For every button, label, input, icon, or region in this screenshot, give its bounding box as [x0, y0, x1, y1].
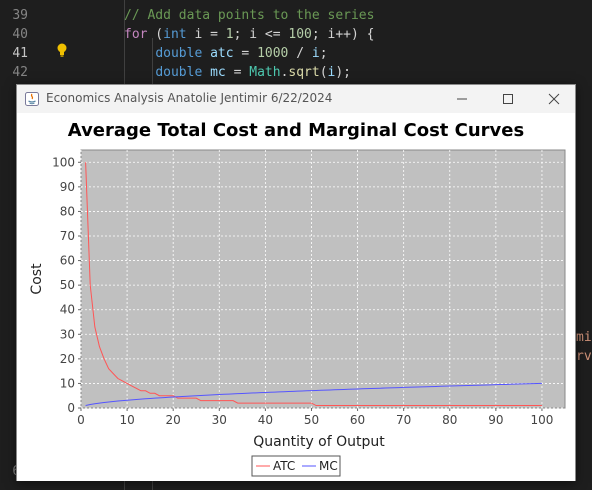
y-tick-label: 80 [60, 204, 75, 218]
y-tick-label: 20 [60, 352, 75, 366]
y-tick-label: 60 [60, 254, 75, 268]
x-tick-label: 10 [119, 413, 134, 427]
minimize-button[interactable] [439, 85, 485, 113]
line-number: 41 [12, 46, 28, 61]
code-token: double [155, 46, 203, 61]
code-token [202, 65, 210, 80]
x-tick-label: 90 [488, 413, 503, 427]
code-token: ; [319, 46, 328, 61]
series-line-mc [85, 382, 542, 407]
code-token [124, 46, 155, 61]
minimize-icon [457, 98, 467, 100]
window-titlebar[interactable]: Economics Analysis Anatolie Jentimir 6/2… [17, 85, 575, 113]
code-line: for (int i = 1; i <= 100; i++) { [124, 25, 375, 44]
code-token [202, 46, 210, 61]
chart-window: Economics Analysis Anatolie Jentimir 6/2… [16, 84, 576, 481]
code-token: sqrt [288, 65, 320, 80]
x-tick-label: 100 [530, 413, 553, 427]
maximize-icon [503, 94, 513, 104]
x-tick-label: 50 [304, 413, 319, 427]
code-line: // Add data points to the series [124, 6, 374, 25]
legend-label: MC [319, 459, 338, 473]
code-token: = [225, 65, 250, 80]
close-button[interactable] [531, 85, 577, 113]
code-token: i [311, 46, 320, 61]
code-token: mc [210, 65, 226, 80]
code-token: 1000 [257, 46, 289, 61]
y-tick-label: 0 [67, 401, 75, 415]
code-token: . [280, 65, 289, 80]
x-tick-label: 40 [258, 413, 273, 427]
code-line: double mc = Math.sqrt(i); [124, 63, 351, 82]
y-tick-label: 40 [60, 303, 75, 317]
x-axis-label: Quantity of Output [253, 434, 385, 450]
plot-area [80, 149, 566, 409]
y-tick-label: 90 [60, 180, 75, 194]
line-number: 40 [12, 27, 28, 42]
line-number: 42 [12, 65, 28, 80]
y-tick-label: 100 [52, 155, 75, 169]
code-token: ( [319, 65, 328, 80]
code-token: ; i <= [233, 27, 289, 42]
code-token: ; i++) { [311, 27, 375, 42]
window-title: Economics Analysis Anatolie Jentimir 6/2… [46, 91, 333, 105]
code-token: / [288, 46, 312, 61]
cost-curves-chart: Average Total Cost and Marginal Cost Cur… [29, 120, 566, 477]
line-number: 39 [12, 8, 28, 23]
code-token: // Add data points to the series [124, 8, 375, 23]
x-tick-label: 20 [166, 413, 181, 427]
x-tick-label: 70 [396, 413, 411, 427]
code-token: i [327, 65, 336, 80]
x-tick-label: 0 [77, 413, 85, 427]
code-token: double [155, 65, 203, 80]
code-token [124, 65, 155, 80]
code-line: double atc = 1000 / i; [124, 44, 328, 63]
legend-label: ATC [273, 459, 295, 473]
code-token: Math [249, 65, 281, 80]
code-peek-text: rv [576, 349, 592, 364]
code-token: ); [335, 65, 352, 80]
y-tick-label: 10 [60, 376, 75, 390]
java-app-icon [25, 92, 39, 106]
lightbulb-icon[interactable] [56, 43, 68, 57]
chart-panel: Average Total Cost and Marginal Cost Cur… [17, 113, 575, 481]
series-line-atc [85, 162, 542, 407]
code-token: for [124, 27, 148, 42]
x-tick-label: 60 [350, 413, 365, 427]
code-token: ( [147, 27, 164, 42]
legend-box [251, 455, 341, 477]
code-token: 100 [288, 27, 312, 42]
maximize-button[interactable] [485, 85, 531, 113]
close-icon [548, 93, 560, 105]
y-tick-label: 30 [60, 327, 75, 341]
code-token: i = [186, 27, 226, 42]
y-axis-label: Cost [29, 263, 45, 295]
code-token: = [233, 46, 258, 61]
x-tick-label: 30 [212, 413, 227, 427]
code-token: atc [210, 46, 234, 61]
code-token: 1 [225, 27, 234, 42]
x-tick-label: 80 [442, 413, 457, 427]
y-tick-label: 50 [60, 278, 75, 292]
chart-title: Average Total Cost and Marginal Cost Cur… [68, 120, 524, 141]
code-peek-text: mi [576, 330, 592, 345]
code-token: int [163, 27, 187, 42]
y-tick-label: 70 [60, 229, 75, 243]
